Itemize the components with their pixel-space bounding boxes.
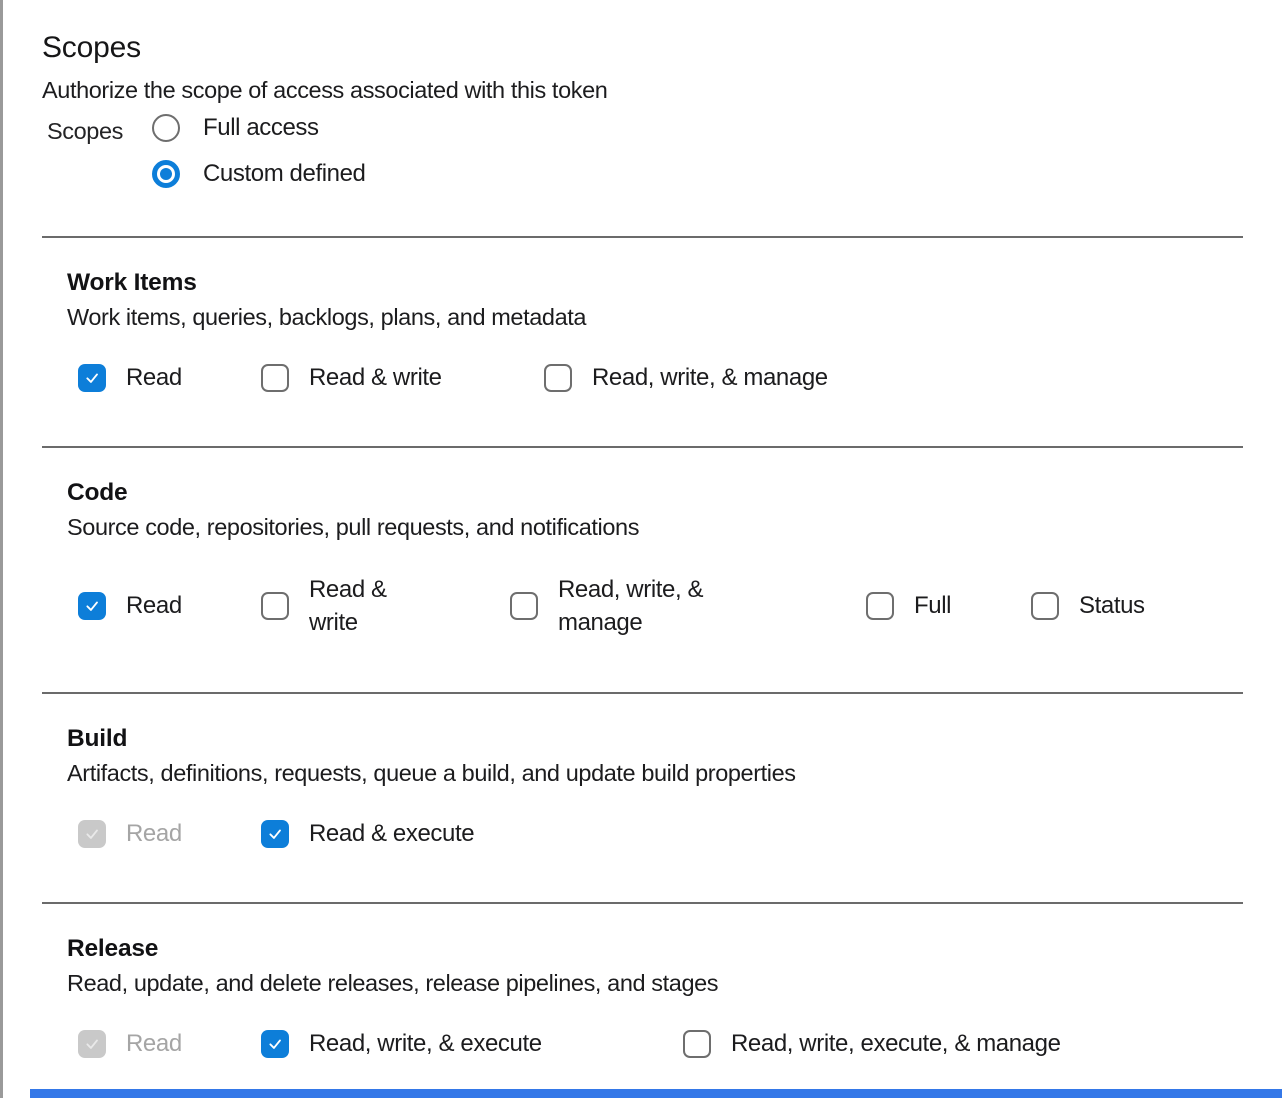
checkbox-release-read-write-execute-manage[interactable]: Read, write, execute, & manage bbox=[683, 1030, 1061, 1058]
checkbox-code-read-write-manage[interactable]: Read, write, & manage bbox=[510, 574, 718, 638]
scopes-radio-options: Full access Custom defined bbox=[152, 114, 366, 188]
scopes-field-label: Scopes bbox=[47, 118, 123, 144]
checkbox-label: Full bbox=[914, 592, 952, 619]
scope-section-code: Code Source code, repositories, pull req… bbox=[0, 446, 1282, 638]
section-divider bbox=[42, 902, 1243, 904]
checkbox-label: Read bbox=[126, 364, 182, 391]
checkbox-unchecked-icon[interactable] bbox=[683, 1030, 711, 1058]
section-title: Release bbox=[67, 935, 159, 962]
radio-custom-defined[interactable]: Custom defined bbox=[152, 160, 366, 188]
scope-section-release: Release Read, update, and delete release… bbox=[0, 902, 1282, 1058]
checkbox-work-items-read-write[interactable]: Read & write bbox=[261, 364, 442, 392]
checkmark-icon bbox=[86, 601, 98, 611]
checkbox-label: Read, write, execute, & manage bbox=[731, 1030, 1061, 1057]
checkbox-checked-icon[interactable] bbox=[78, 364, 106, 392]
section-description: Work items, queries, backlogs, plans, an… bbox=[67, 304, 587, 330]
checkbox-label: Read bbox=[126, 820, 182, 847]
checkbox-checked-disabled-icon bbox=[78, 1030, 106, 1058]
page-title: Scopes bbox=[42, 31, 141, 64]
checkbox-checked-icon[interactable] bbox=[78, 592, 106, 620]
section-title: Build bbox=[67, 725, 128, 752]
checkbox-release-read-disabled: Read bbox=[78, 1030, 182, 1058]
checkmark-icon bbox=[86, 1039, 98, 1049]
section-title: Work Items bbox=[67, 269, 197, 296]
section-title: Code bbox=[67, 479, 128, 506]
scope-section-work-items: Work Items Work items, queries, backlogs… bbox=[0, 236, 1282, 392]
checkbox-work-items-read[interactable]: Read bbox=[78, 364, 182, 392]
checkmark-icon bbox=[86, 829, 98, 839]
section-divider bbox=[42, 446, 1243, 448]
section-divider bbox=[42, 692, 1243, 694]
checkbox-label: Read, write, & manage bbox=[558, 576, 704, 636]
section-divider bbox=[42, 236, 1243, 238]
panel-left-border bbox=[0, 0, 3, 1098]
checkbox-build-read-disabled: Read bbox=[78, 820, 182, 848]
radio-full-access[interactable]: Full access bbox=[152, 114, 366, 142]
section-description: Read, update, and delete releases, relea… bbox=[67, 970, 719, 996]
checkbox-label: Read & write bbox=[309, 364, 442, 391]
radio-selected-icon[interactable] bbox=[152, 160, 180, 188]
radio-dot bbox=[160, 168, 172, 180]
checkbox-label: Read, write, & manage bbox=[592, 364, 828, 391]
section-description: Source code, repositories, pull requests… bbox=[67, 514, 640, 540]
bottom-accent-bar bbox=[30, 1089, 1282, 1098]
radio-label: Full access bbox=[203, 114, 319, 141]
checkbox-label: Status bbox=[1079, 592, 1145, 619]
checkbox-unchecked-icon[interactable] bbox=[1031, 592, 1059, 620]
checkbox-row: Read Read & write Read, write, & manage bbox=[0, 364, 1282, 392]
checkmark-icon bbox=[269, 1039, 281, 1049]
checkbox-code-read[interactable]: Read bbox=[78, 574, 182, 638]
checkbox-label: Read bbox=[126, 592, 182, 619]
checkbox-checked-icon[interactable] bbox=[261, 820, 289, 848]
radio-label: Custom defined bbox=[203, 160, 366, 187]
checkmark-icon bbox=[86, 373, 98, 383]
checkbox-checked-disabled-icon bbox=[78, 820, 106, 848]
scope-section-build: Build Artifacts, definitions, requests, … bbox=[0, 692, 1282, 848]
checkbox-label: Read & execute bbox=[309, 820, 475, 847]
checkbox-code-full[interactable]: Full bbox=[866, 574, 951, 638]
section-description: Artifacts, definitions, requests, queue … bbox=[67, 760, 796, 786]
checkbox-label: Read, write, & execute bbox=[309, 1030, 542, 1057]
checkbox-row: Read Read & execute bbox=[0, 820, 1282, 848]
checkbox-release-read-write-execute[interactable]: Read, write, & execute bbox=[261, 1030, 542, 1058]
checkbox-unchecked-icon[interactable] bbox=[261, 364, 289, 392]
checkbox-row: Read Read & write Read, write, & manage … bbox=[0, 574, 1282, 638]
checkbox-row: Read Read, write, & execute Read, write,… bbox=[0, 1030, 1282, 1058]
checkbox-unchecked-icon[interactable] bbox=[510, 592, 538, 620]
checkbox-code-status[interactable]: Status bbox=[1031, 574, 1145, 638]
page-subtitle: Authorize the scope of access associated… bbox=[42, 77, 608, 103]
checkbox-work-items-read-write-manage[interactable]: Read, write, & manage bbox=[544, 364, 828, 392]
checkbox-unchecked-icon[interactable] bbox=[544, 364, 572, 392]
checkbox-unchecked-icon[interactable] bbox=[261, 592, 289, 620]
checkbox-build-read-execute[interactable]: Read & execute bbox=[261, 820, 475, 848]
checkmark-icon bbox=[269, 829, 281, 839]
checkbox-code-read-write[interactable]: Read & write bbox=[261, 574, 409, 638]
checkbox-unchecked-icon[interactable] bbox=[866, 592, 894, 620]
checkbox-checked-icon[interactable] bbox=[261, 1030, 289, 1058]
radio-unselected-icon[interactable] bbox=[152, 114, 180, 142]
checkbox-label: Read & write bbox=[309, 576, 387, 636]
scopes-radio-group: Scopes Full access Custom defined bbox=[47, 114, 1282, 188]
checkbox-label: Read bbox=[126, 1030, 182, 1057]
